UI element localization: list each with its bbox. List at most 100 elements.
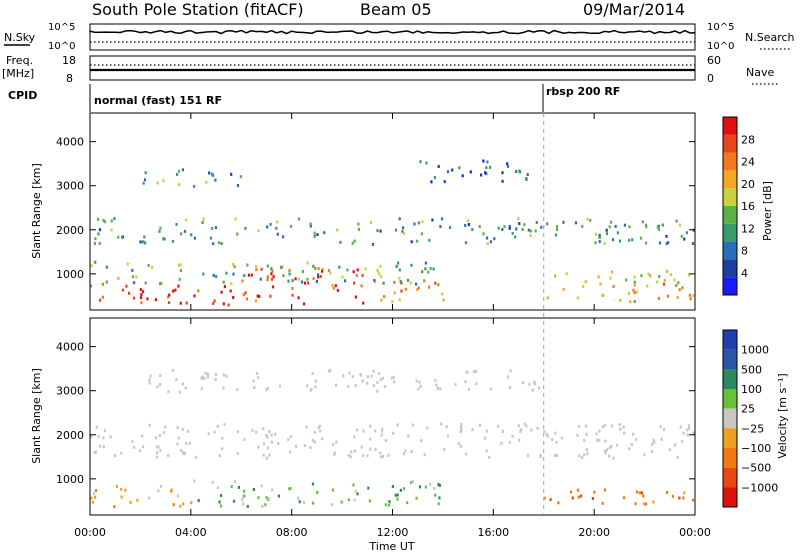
power-cell	[314, 267, 317, 270]
velocity-cell	[519, 429, 522, 433]
velocity-cell	[236, 388, 239, 392]
power-colorbar-tick: 16	[741, 200, 755, 213]
power-cell	[144, 171, 147, 175]
velocity-cell	[158, 434, 161, 438]
velocity-cell	[277, 441, 280, 445]
power-cell	[151, 266, 154, 269]
velocity-cell	[156, 451, 159, 455]
velocity-cell	[347, 498, 350, 502]
power-cell	[266, 278, 269, 282]
velocity-colorbar-swatch	[723, 487, 737, 507]
velocity-cell	[221, 447, 224, 451]
power-cell	[244, 291, 247, 295]
velocity-cell	[176, 494, 179, 498]
power-colorbar-tick: 20	[741, 178, 755, 191]
power-cell	[555, 228, 559, 232]
power-cell	[193, 236, 196, 240]
velocity-cell	[390, 376, 393, 380]
velocity-cell	[438, 496, 441, 500]
velocity-cell	[176, 442, 179, 446]
velocity-cell	[640, 491, 643, 495]
power-cell	[162, 237, 165, 241]
velocity-cell	[396, 493, 399, 497]
power-cell	[351, 241, 354, 245]
power-cell	[327, 269, 331, 273]
velocity-cell	[423, 453, 426, 457]
power-cell	[546, 296, 549, 300]
power-cell	[276, 232, 279, 236]
velocity-cell	[181, 427, 184, 431]
power-cell	[489, 240, 492, 244]
power-cell	[628, 225, 631, 229]
velocity-cell	[102, 436, 105, 440]
power-cell	[646, 284, 649, 288]
velocity-cell	[289, 450, 292, 454]
power-cell	[471, 228, 474, 231]
velocity-cell	[394, 493, 397, 497]
velocity-cell	[438, 483, 441, 487]
power-cell	[424, 267, 427, 271]
power-cell	[334, 284, 337, 288]
velocity-cell	[688, 426, 691, 430]
power-cell	[434, 281, 437, 285]
power-cell	[501, 171, 504, 175]
power-cell	[156, 181, 159, 185]
power-cell	[581, 224, 584, 228]
xlabel-time: Time UT	[368, 540, 414, 553]
power-cell	[209, 236, 212, 240]
velocity-cell	[362, 454, 365, 458]
velocity-cell	[399, 488, 402, 492]
power-cell	[135, 275, 138, 279]
power-cell	[220, 242, 223, 245]
velocity-cell	[598, 429, 601, 433]
velocity-cell	[680, 439, 684, 443]
power-cell	[270, 267, 273, 271]
power-cell	[410, 240, 413, 244]
power-cell	[313, 231, 316, 235]
velocity-colorbar-tick: −25	[741, 422, 764, 435]
velocity-cell	[396, 497, 399, 501]
velocity-cell	[331, 488, 335, 492]
velocity-cell	[485, 429, 488, 433]
velocity-cell	[539, 455, 542, 458]
power-cell	[250, 273, 253, 277]
power-cell	[413, 222, 416, 226]
power-cell	[183, 229, 187, 233]
x-tick-label: 00:00	[74, 526, 106, 539]
velocity-cell	[576, 434, 579, 437]
nave-tick-bottom: 0	[707, 72, 714, 85]
velocity-cell	[581, 456, 584, 460]
velocity-cell	[596, 438, 599, 442]
velocity-cell	[241, 498, 244, 501]
power-cell	[364, 267, 367, 271]
power-cell	[332, 286, 335, 290]
power-cell	[419, 160, 422, 164]
velocity-cell	[368, 499, 371, 503]
velocity-cell	[369, 447, 372, 451]
velocity-cell	[109, 435, 112, 439]
velocity-cell	[262, 427, 265, 430]
velocity-cell	[270, 440, 273, 444]
power-cell	[288, 272, 291, 276]
power-cell	[618, 239, 622, 243]
velocity-cell	[671, 494, 674, 498]
velocity-cell	[353, 449, 356, 453]
velocity-cell	[182, 452, 185, 456]
velocity-cell	[172, 503, 175, 507]
power-cell	[692, 294, 695, 298]
velocity-cell	[460, 428, 463, 432]
velocity-cell	[660, 437, 663, 441]
power-cell	[525, 178, 528, 181]
power-cell	[344, 279, 347, 283]
power-cell	[410, 263, 413, 267]
power-cell	[409, 281, 412, 285]
velocity-cell	[576, 488, 579, 492]
velocity-cell	[102, 445, 105, 449]
power-cell	[420, 232, 423, 236]
velocity-cell	[445, 425, 448, 429]
power-cell	[163, 237, 166, 241]
power-cell	[464, 223, 467, 227]
power-cell	[678, 223, 681, 227]
power-cell	[400, 289, 403, 293]
velocity-cell	[467, 387, 470, 391]
